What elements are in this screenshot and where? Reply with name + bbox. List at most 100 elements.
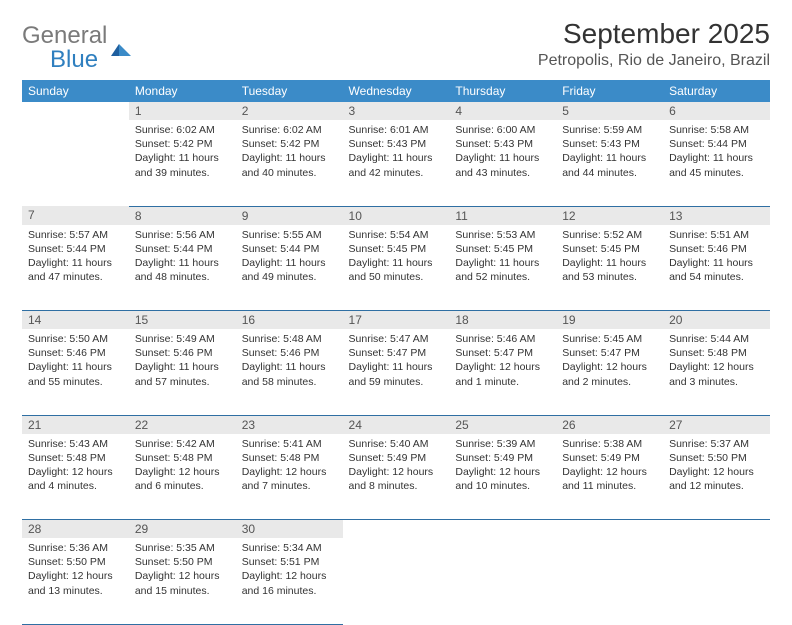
header: General Blue September 2025 Petropolis, … bbox=[22, 18, 770, 72]
logo-mark-icon bbox=[111, 40, 131, 56]
day-cell: Sunrise: 5:51 AMSunset: 5:46 PMDaylight:… bbox=[663, 225, 770, 311]
day-details: Sunrise: 5:57 AMSunset: 5:44 PMDaylight:… bbox=[22, 225, 129, 291]
day-number-cell: 11 bbox=[449, 206, 556, 225]
day-number-cell: 19 bbox=[556, 311, 663, 330]
day-cell: Sunrise: 5:50 AMSunset: 5:46 PMDaylight:… bbox=[22, 329, 129, 415]
day-details: Sunrise: 5:49 AMSunset: 5:46 PMDaylight:… bbox=[129, 329, 236, 395]
day-cell bbox=[663, 538, 770, 624]
day-details: Sunrise: 5:56 AMSunset: 5:44 PMDaylight:… bbox=[129, 225, 236, 291]
day-details: Sunrise: 5:43 AMSunset: 5:48 PMDaylight:… bbox=[22, 434, 129, 500]
day-cell: Sunrise: 5:52 AMSunset: 5:45 PMDaylight:… bbox=[556, 225, 663, 311]
weekday-header: Monday bbox=[129, 80, 236, 102]
day-details: Sunrise: 5:44 AMSunset: 5:48 PMDaylight:… bbox=[663, 329, 770, 395]
day-number-cell: 5 bbox=[556, 102, 663, 120]
day-number-cell: 26 bbox=[556, 415, 663, 434]
day-number-cell: 9 bbox=[236, 206, 343, 225]
day-details: Sunrise: 6:02 AMSunset: 5:42 PMDaylight:… bbox=[236, 120, 343, 186]
location-subtitle: Petropolis, Rio de Janeiro, Brazil bbox=[538, 52, 770, 70]
day-number-cell: 22 bbox=[129, 415, 236, 434]
day-details: Sunrise: 5:46 AMSunset: 5:47 PMDaylight:… bbox=[449, 329, 556, 395]
day-details: Sunrise: 5:55 AMSunset: 5:44 PMDaylight:… bbox=[236, 225, 343, 291]
day-number-cell: 7 bbox=[22, 206, 129, 225]
day-details: Sunrise: 5:59 AMSunset: 5:43 PMDaylight:… bbox=[556, 120, 663, 186]
day-cell bbox=[449, 538, 556, 624]
weekday-header: Sunday bbox=[22, 80, 129, 102]
day-number-cell: 14 bbox=[22, 311, 129, 330]
day-cell: Sunrise: 5:36 AMSunset: 5:50 PMDaylight:… bbox=[22, 538, 129, 624]
day-details: Sunrise: 5:34 AMSunset: 5:51 PMDaylight:… bbox=[236, 538, 343, 604]
day-number-cell: 15 bbox=[129, 311, 236, 330]
day-number-cell: 8 bbox=[129, 206, 236, 225]
day-number-cell: 1 bbox=[129, 102, 236, 120]
day-details: Sunrise: 5:51 AMSunset: 5:46 PMDaylight:… bbox=[663, 225, 770, 291]
day-details: Sunrise: 5:47 AMSunset: 5:47 PMDaylight:… bbox=[343, 329, 450, 395]
day-cell bbox=[22, 120, 129, 206]
day-details: Sunrise: 5:48 AMSunset: 5:46 PMDaylight:… bbox=[236, 329, 343, 395]
day-cell: Sunrise: 5:58 AMSunset: 5:44 PMDaylight:… bbox=[663, 120, 770, 206]
day-details: Sunrise: 5:40 AMSunset: 5:49 PMDaylight:… bbox=[343, 434, 450, 500]
day-number-cell: 20 bbox=[663, 311, 770, 330]
day-cell: Sunrise: 5:53 AMSunset: 5:45 PMDaylight:… bbox=[449, 225, 556, 311]
day-cell: Sunrise: 5:35 AMSunset: 5:50 PMDaylight:… bbox=[129, 538, 236, 624]
week-row: Sunrise: 5:36 AMSunset: 5:50 PMDaylight:… bbox=[22, 538, 770, 624]
weekday-header: Tuesday bbox=[236, 80, 343, 102]
day-cell: Sunrise: 6:02 AMSunset: 5:42 PMDaylight:… bbox=[236, 120, 343, 206]
day-cell: Sunrise: 5:56 AMSunset: 5:44 PMDaylight:… bbox=[129, 225, 236, 311]
day-cell: Sunrise: 5:34 AMSunset: 5:51 PMDaylight:… bbox=[236, 538, 343, 624]
day-number-cell bbox=[343, 520, 450, 539]
day-details: Sunrise: 5:45 AMSunset: 5:47 PMDaylight:… bbox=[556, 329, 663, 395]
day-details: Sunrise: 5:36 AMSunset: 5:50 PMDaylight:… bbox=[22, 538, 129, 604]
day-cell: Sunrise: 5:41 AMSunset: 5:48 PMDaylight:… bbox=[236, 434, 343, 520]
day-cell: Sunrise: 6:00 AMSunset: 5:43 PMDaylight:… bbox=[449, 120, 556, 206]
day-details: Sunrise: 6:01 AMSunset: 5:43 PMDaylight:… bbox=[343, 120, 450, 186]
day-cell: Sunrise: 5:48 AMSunset: 5:46 PMDaylight:… bbox=[236, 329, 343, 415]
day-details: Sunrise: 5:53 AMSunset: 5:45 PMDaylight:… bbox=[449, 225, 556, 291]
day-cell: Sunrise: 5:42 AMSunset: 5:48 PMDaylight:… bbox=[129, 434, 236, 520]
day-number-row: 14151617181920 bbox=[22, 311, 770, 330]
day-details: Sunrise: 6:00 AMSunset: 5:43 PMDaylight:… bbox=[449, 120, 556, 186]
day-number-cell: 25 bbox=[449, 415, 556, 434]
day-cell: Sunrise: 5:46 AMSunset: 5:47 PMDaylight:… bbox=[449, 329, 556, 415]
page-title: September 2025 bbox=[538, 18, 770, 50]
day-details: Sunrise: 5:58 AMSunset: 5:44 PMDaylight:… bbox=[663, 120, 770, 186]
day-number-cell: 17 bbox=[343, 311, 450, 330]
day-details: Sunrise: 5:35 AMSunset: 5:50 PMDaylight:… bbox=[129, 538, 236, 604]
day-cell: Sunrise: 5:38 AMSunset: 5:49 PMDaylight:… bbox=[556, 434, 663, 520]
day-number-row: 282930 bbox=[22, 520, 770, 539]
week-row: Sunrise: 5:43 AMSunset: 5:48 PMDaylight:… bbox=[22, 434, 770, 520]
day-details: Sunrise: 5:39 AMSunset: 5:49 PMDaylight:… bbox=[449, 434, 556, 500]
day-details: Sunrise: 5:37 AMSunset: 5:50 PMDaylight:… bbox=[663, 434, 770, 500]
day-number-cell: 16 bbox=[236, 311, 343, 330]
day-number-cell: 27 bbox=[663, 415, 770, 434]
day-number-row: 21222324252627 bbox=[22, 415, 770, 434]
logo-word-1: General bbox=[22, 22, 107, 49]
logo-word-2: Blue bbox=[50, 46, 98, 73]
weekday-header-row: SundayMondayTuesdayWednesdayThursdayFrid… bbox=[22, 80, 770, 102]
day-cell: Sunrise: 5:39 AMSunset: 5:49 PMDaylight:… bbox=[449, 434, 556, 520]
day-number-row: 123456 bbox=[22, 102, 770, 120]
day-details: Sunrise: 5:42 AMSunset: 5:48 PMDaylight:… bbox=[129, 434, 236, 500]
day-number-cell: 4 bbox=[449, 102, 556, 120]
day-number-cell: 30 bbox=[236, 520, 343, 539]
day-cell: Sunrise: 5:55 AMSunset: 5:44 PMDaylight:… bbox=[236, 225, 343, 311]
day-number-cell: 29 bbox=[129, 520, 236, 539]
day-cell: Sunrise: 5:43 AMSunset: 5:48 PMDaylight:… bbox=[22, 434, 129, 520]
weekday-header: Thursday bbox=[449, 80, 556, 102]
day-details: Sunrise: 6:02 AMSunset: 5:42 PMDaylight:… bbox=[129, 120, 236, 186]
day-details: Sunrise: 5:54 AMSunset: 5:45 PMDaylight:… bbox=[343, 225, 450, 291]
day-number-cell bbox=[556, 520, 663, 539]
day-cell: Sunrise: 5:54 AMSunset: 5:45 PMDaylight:… bbox=[343, 225, 450, 311]
day-cell: Sunrise: 5:57 AMSunset: 5:44 PMDaylight:… bbox=[22, 225, 129, 311]
day-details: Sunrise: 5:50 AMSunset: 5:46 PMDaylight:… bbox=[22, 329, 129, 395]
calendar-table: SundayMondayTuesdayWednesdayThursdayFrid… bbox=[22, 80, 770, 625]
day-number-cell: 13 bbox=[663, 206, 770, 225]
day-cell: Sunrise: 6:01 AMSunset: 5:43 PMDaylight:… bbox=[343, 120, 450, 206]
day-cell: Sunrise: 5:44 AMSunset: 5:48 PMDaylight:… bbox=[663, 329, 770, 415]
day-number-cell: 23 bbox=[236, 415, 343, 434]
day-number-cell: 10 bbox=[343, 206, 450, 225]
day-number-cell: 24 bbox=[343, 415, 450, 434]
day-details: Sunrise: 5:52 AMSunset: 5:45 PMDaylight:… bbox=[556, 225, 663, 291]
weekday-header: Friday bbox=[556, 80, 663, 102]
weekday-header: Saturday bbox=[663, 80, 770, 102]
day-cell: Sunrise: 5:45 AMSunset: 5:47 PMDaylight:… bbox=[556, 329, 663, 415]
